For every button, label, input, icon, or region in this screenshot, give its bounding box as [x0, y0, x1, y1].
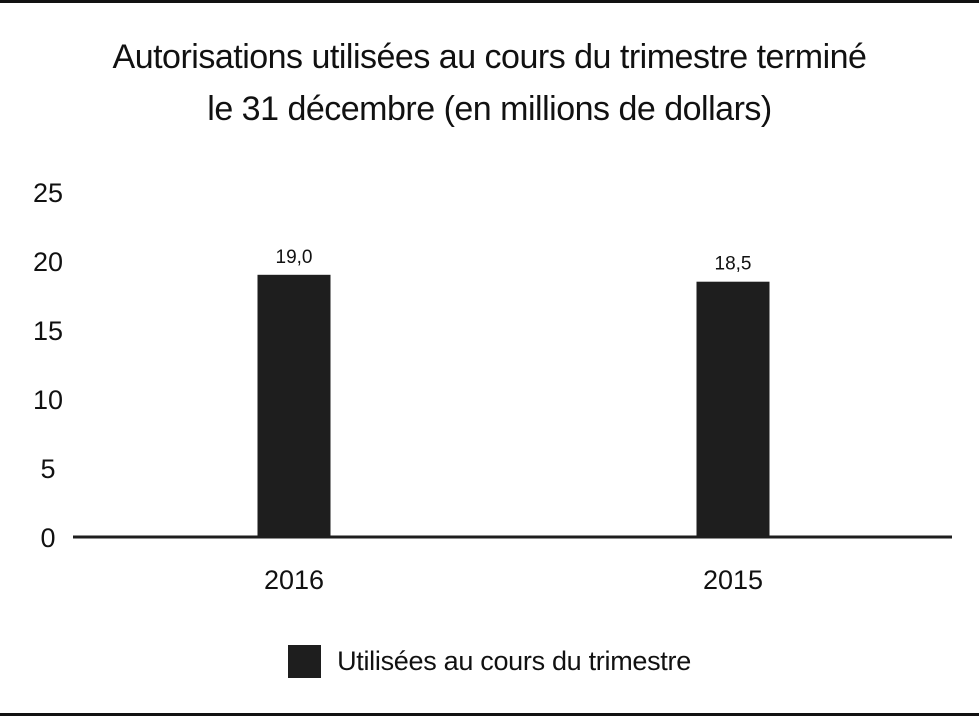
y-tick-label: 20 — [33, 247, 63, 277]
chart-title-line-2: le 31 décembre (en millions de dollars) — [207, 90, 772, 128]
bar-value-label: 19,0 — [276, 247, 313, 268]
legend-label: Utilisées au cours du trimestre — [337, 646, 691, 676]
x-axis-category-labels: 2016 2015 — [264, 565, 763, 595]
x-category-label: 2015 — [703, 565, 763, 595]
bottom-rule — [0, 713, 979, 716]
bar-value-label: 18,5 — [715, 254, 752, 275]
legend: Utilisées au cours du trimestre — [0, 645, 979, 678]
y-tick-label: 0 — [40, 523, 55, 553]
y-tick-label: 10 — [33, 385, 63, 415]
bars — [257, 274, 770, 537]
bar — [257, 274, 331, 537]
bar — [696, 281, 770, 537]
chart-title-line-1: Autorisations utilisées au cours du trim… — [112, 38, 867, 76]
y-tick-label: 25 — [33, 178, 63, 208]
x-category-label: 2016 — [264, 565, 324, 595]
legend-swatch — [288, 645, 322, 678]
y-tick-label: 5 — [40, 454, 55, 484]
top-rule — [0, 0, 979, 3]
y-axis-ticks: 0 5 10 15 20 25 — [33, 178, 63, 553]
bar-chart: 0 5 10 15 20 25 19,0 18,5 2016 2015 — [33, 178, 952, 595]
y-tick-label: 15 — [33, 316, 63, 346]
bar-value-labels: 19,0 18,5 — [276, 247, 752, 275]
